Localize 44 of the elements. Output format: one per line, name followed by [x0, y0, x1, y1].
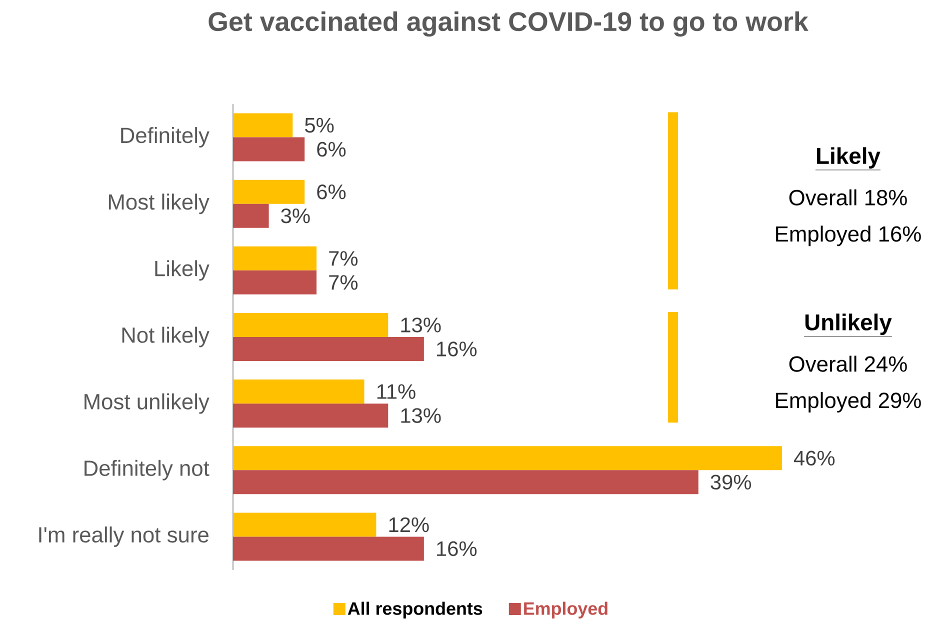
annotation: Employed 29%	[776, 392, 921, 412]
data-label: 11%	[377, 384, 416, 399]
chart-title: Get vaccinated against COVID-19 to go to work	[208, 11, 808, 37]
bar	[233, 270, 317, 294]
bar	[233, 180, 305, 204]
data-label: 7%	[329, 251, 358, 266]
data-label: 3%	[281, 208, 310, 224]
text: Unlikely	[805, 314, 892, 335]
text: Overall 24%	[789, 356, 907, 372]
y-tick-label: Likely	[155, 260, 210, 281]
data-label: 39%	[710, 474, 752, 490]
bar	[233, 336, 424, 361]
data-label: 5%	[305, 118, 334, 133]
data-label: 13%	[401, 318, 441, 332]
legend-label: Employed	[524, 602, 608, 618]
y-tick-label: I'm really not sure	[39, 526, 208, 547]
bar	[233, 404, 388, 428]
data-label: 6%	[317, 142, 346, 157]
annotation: Employed 16%	[776, 226, 921, 246]
bar	[233, 312, 388, 337]
y-tick-label: Most likely	[108, 194, 210, 214]
data-label: 46%	[794, 450, 835, 466]
y-tick-label: Most unlikely	[84, 393, 210, 414]
bar	[233, 113, 293, 138]
bar	[233, 470, 698, 494]
data-label: 16%	[437, 541, 477, 556]
bar	[233, 137, 305, 162]
data-label: 12%	[389, 517, 429, 532]
bar	[233, 512, 376, 537]
text: Likely	[817, 147, 880, 169]
data-label: 6%	[317, 184, 346, 200]
bar	[233, 204, 269, 228]
y-tick-label: Definitely not	[84, 460, 210, 480]
bar	[233, 446, 782, 470]
bar	[233, 380, 364, 404]
legend-label: All respondents	[348, 602, 482, 618]
data-label: 7%	[329, 275, 358, 290]
text: Overall 18%	[789, 189, 907, 206]
data-label: 13%	[401, 408, 441, 423]
bar	[233, 246, 317, 270]
data-label: 16%	[437, 342, 477, 356]
y-tick-label: Not likely	[122, 326, 210, 348]
bar	[233, 536, 424, 561]
y-tick-label: Definitely	[121, 127, 210, 148]
